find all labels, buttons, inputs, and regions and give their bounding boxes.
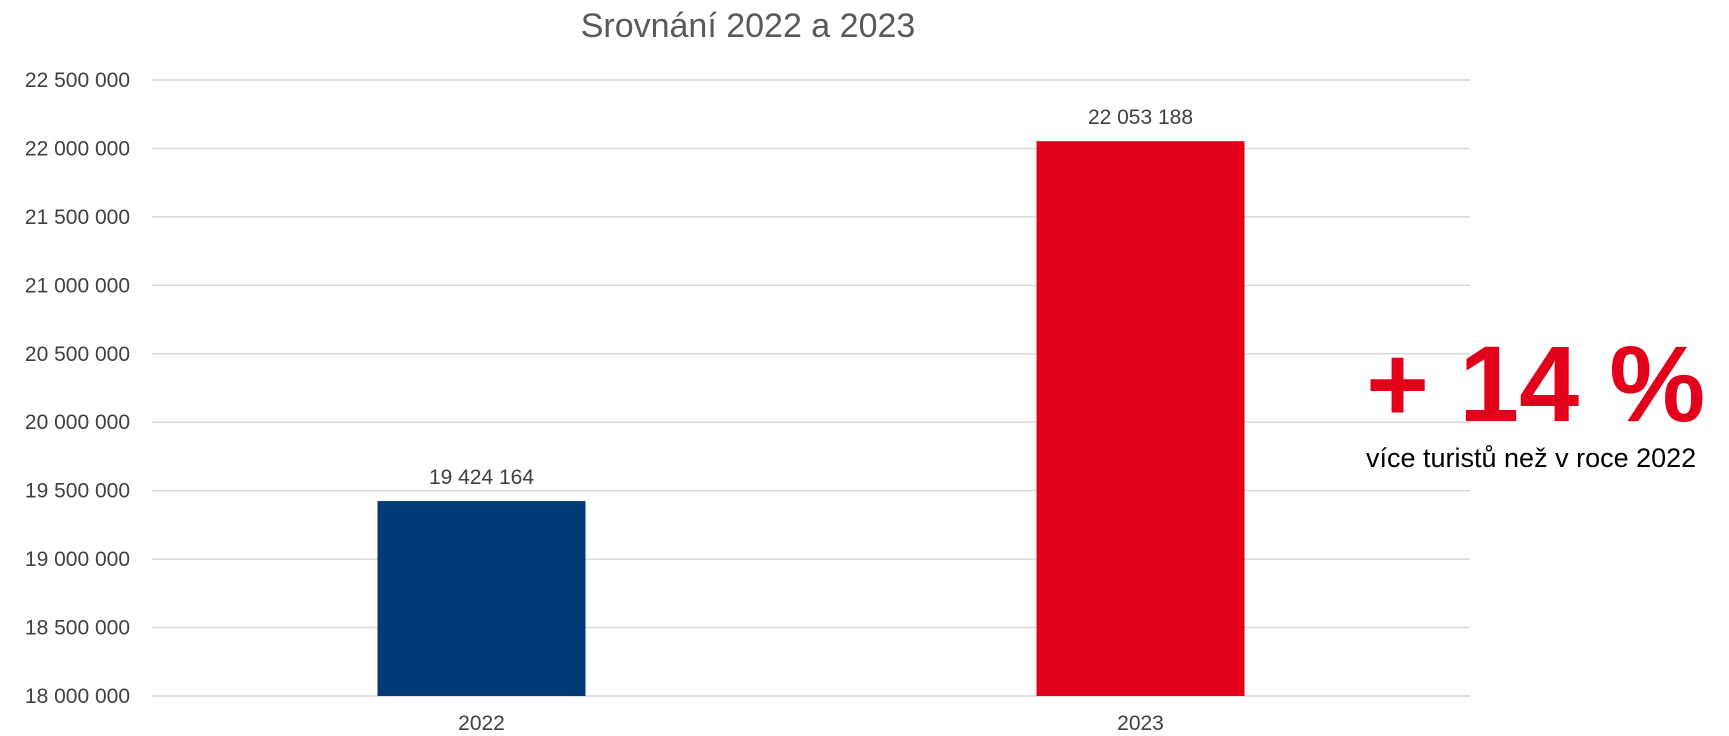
y-tick-label: 20 500 000: [25, 343, 130, 366]
data-label-2022: 19 424 164: [429, 466, 534, 489]
x-category-label-2023: 2023: [1117, 712, 1164, 735]
x-category-label-2022: 2022: [458, 712, 505, 735]
y-tick-label: 22 500 000: [25, 69, 130, 92]
y-axis-tick-labels: 18 000 000 18 500 000 19 000 000 19 500 000…: [25, 69, 130, 708]
growth-percentage: + 14 %: [1366, 323, 1706, 444]
y-tick-label: 21 500 000: [25, 206, 130, 229]
growth-callout: + 14 % více turistů než v roce 2022: [1366, 330, 1726, 474]
data-labels: 19 424 164 22 053 188: [429, 106, 1193, 489]
grid-lines: [152, 79, 1470, 697]
y-tick-label: 21 000 000: [25, 274, 130, 297]
y-tick-label: 22 000 000: [25, 137, 130, 160]
y-tick-label: 19 000 000: [25, 548, 130, 571]
bar-2022: [377, 501, 586, 696]
bar-2023: [1036, 141, 1245, 697]
x-axis-category-labels: 2022 2023: [458, 712, 1164, 735]
growth-description: více turistů než v roce 2022: [1366, 443, 1697, 473]
data-label-2023: 22 053 188: [1088, 106, 1193, 129]
chart-title: Srovnání 2022 a 2023: [581, 7, 916, 45]
y-tick-label: 18 500 000: [25, 617, 130, 640]
bars: [377, 141, 1245, 697]
y-tick-label: 19 500 000: [25, 480, 130, 503]
y-tick-label: 18 000 000: [25, 685, 130, 708]
y-tick-label: 20 000 000: [25, 411, 130, 434]
